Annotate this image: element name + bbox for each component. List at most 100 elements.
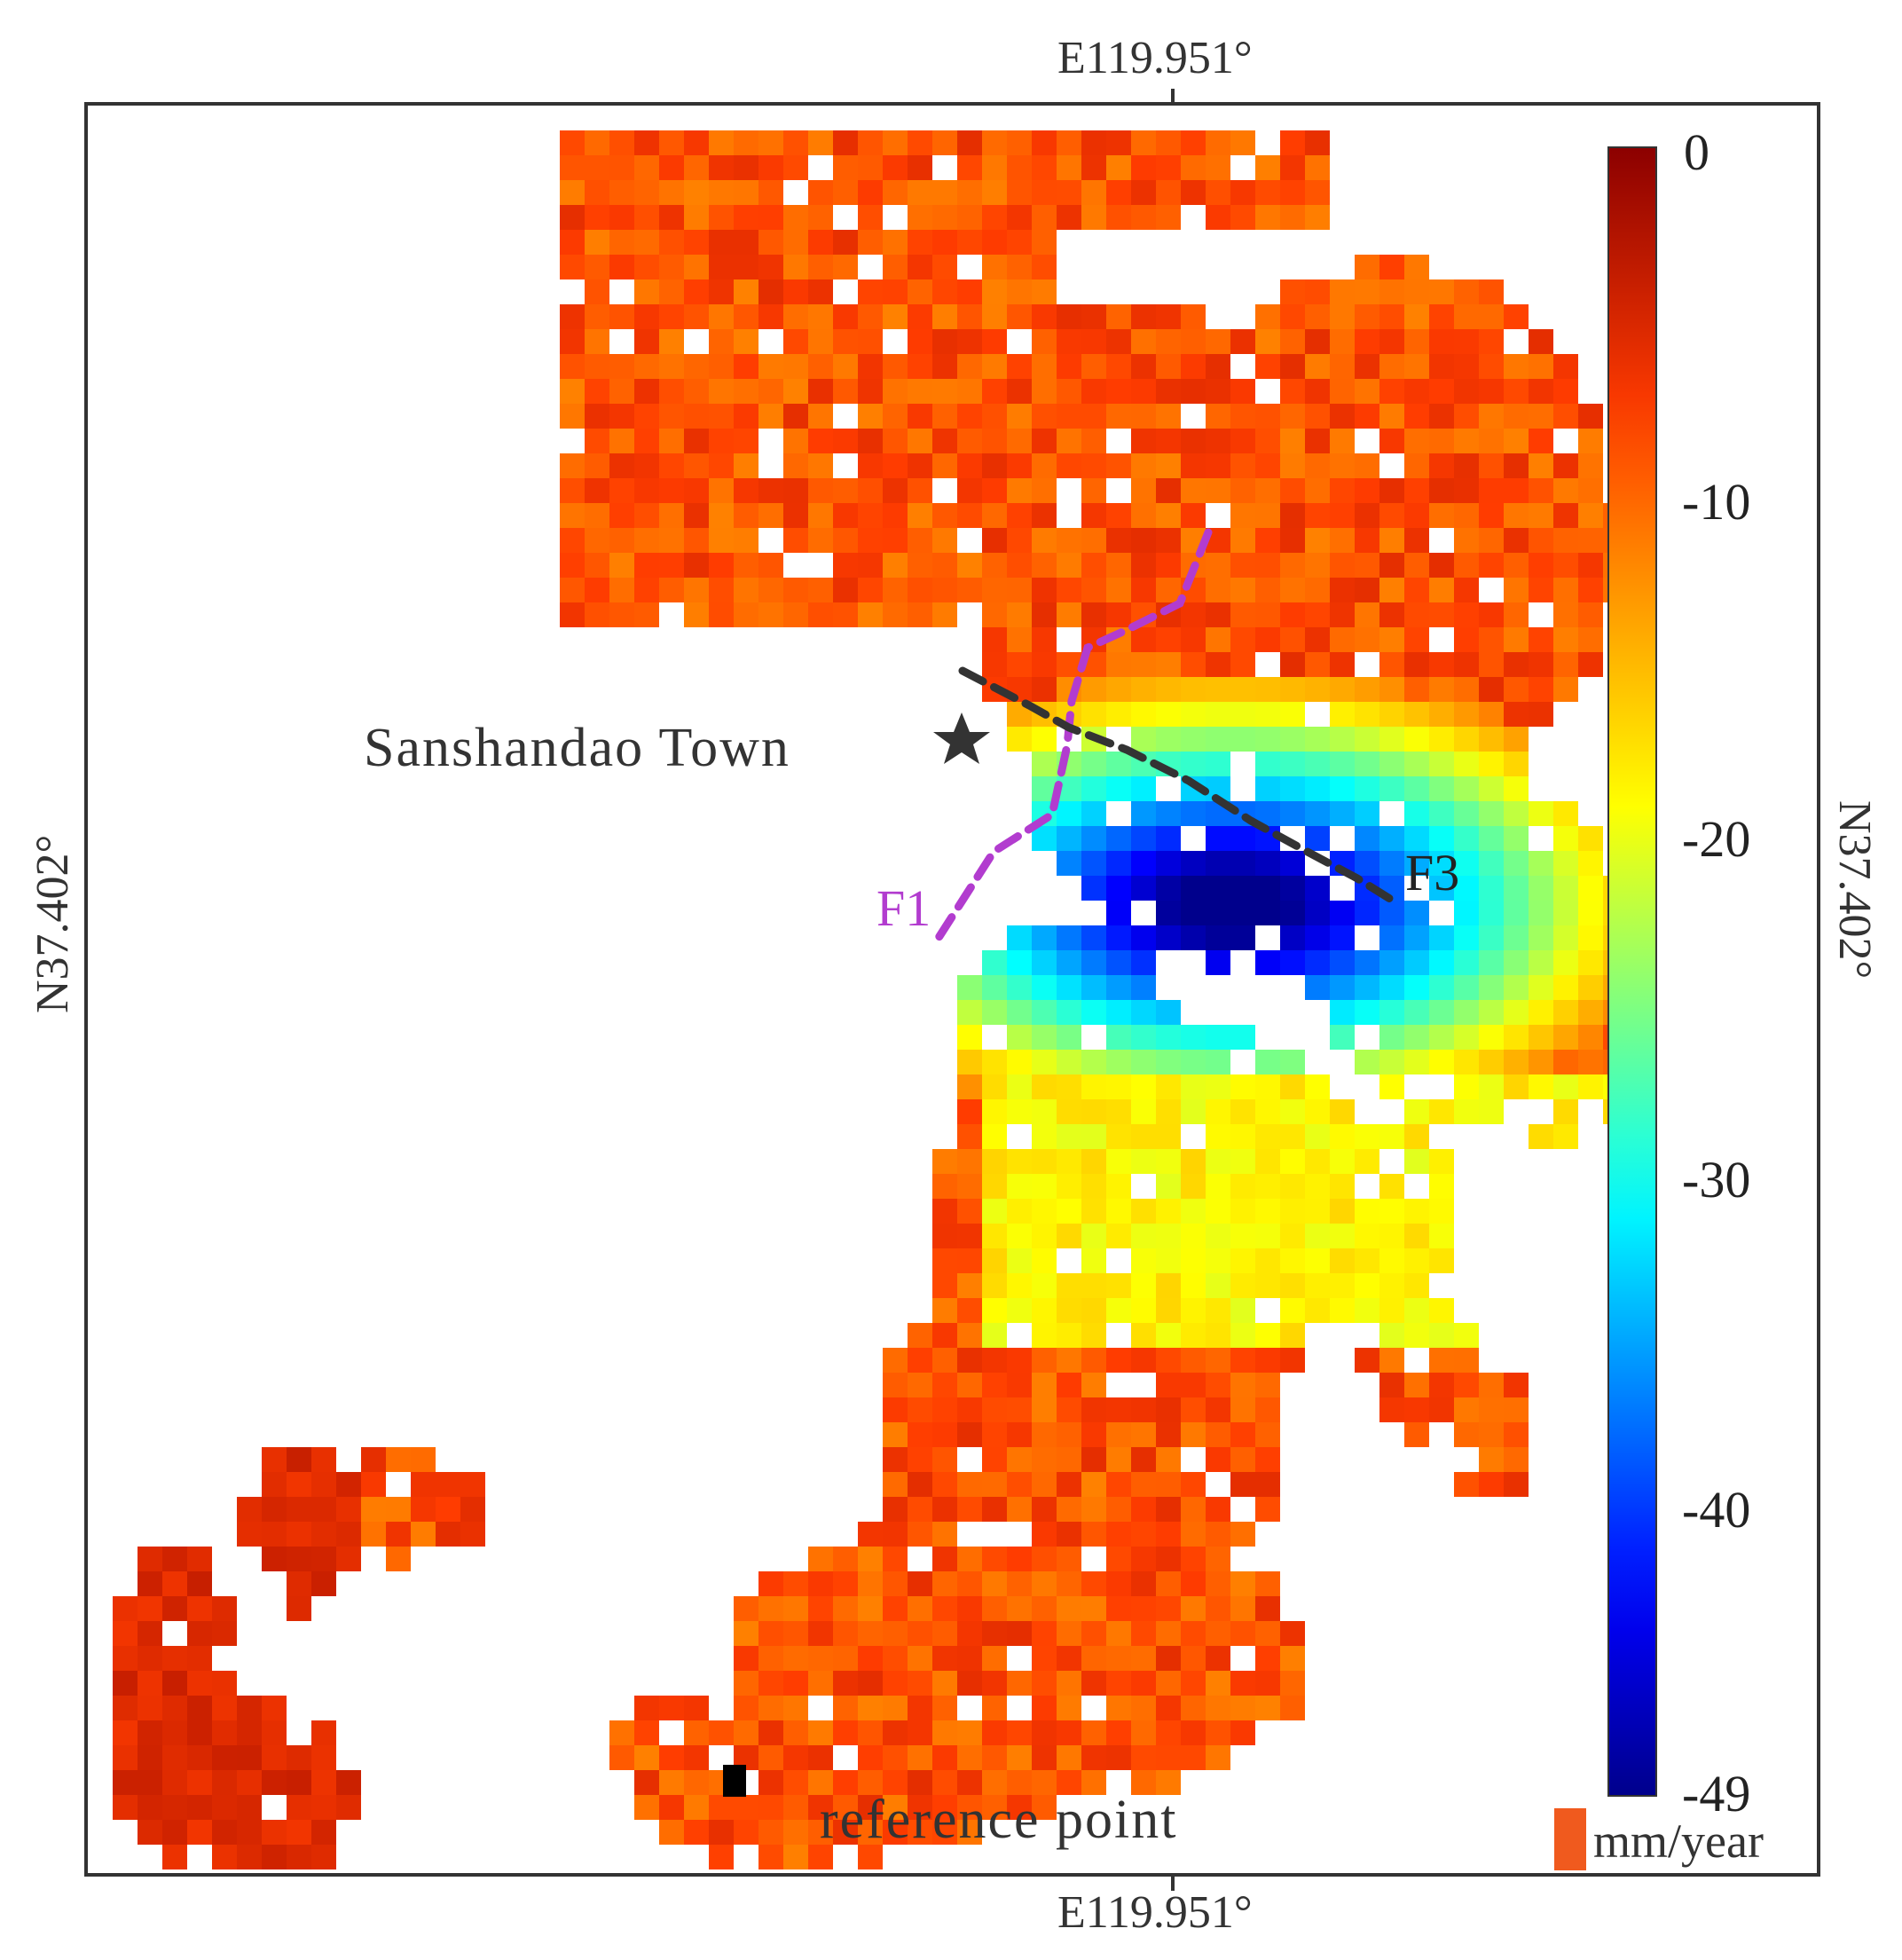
raster-cell xyxy=(1156,1472,1181,1497)
raster-cell xyxy=(585,379,609,404)
raster-cell xyxy=(758,279,783,304)
raster-cell xyxy=(1305,801,1330,826)
raster-cell xyxy=(1379,404,1404,429)
raster-cell xyxy=(932,1199,957,1224)
raster-cell xyxy=(908,1522,932,1547)
raster-cell xyxy=(1206,702,1230,727)
raster-cell xyxy=(634,354,659,379)
raster-cell xyxy=(1156,453,1181,478)
raster-cell xyxy=(1529,453,1553,478)
raster-cell xyxy=(1379,503,1404,528)
raster-cell xyxy=(709,553,734,578)
raster-cell xyxy=(1230,925,1255,950)
raster-cell xyxy=(734,1596,758,1621)
raster-cell xyxy=(609,404,634,429)
raster-cell xyxy=(113,1795,138,1820)
raster-cell xyxy=(1057,130,1081,155)
raster-cell xyxy=(311,1745,336,1770)
raster-cell xyxy=(1007,1000,1032,1025)
raster-cell xyxy=(858,1522,883,1547)
raster-cell xyxy=(1081,1248,1106,1273)
raster-cell xyxy=(1255,1373,1280,1397)
raster-cell xyxy=(1429,429,1454,453)
map-frame[interactable] xyxy=(84,102,1820,1877)
fault-f1-label: F1 xyxy=(876,879,931,937)
raster-cell xyxy=(932,429,957,453)
raster-cell xyxy=(1305,130,1330,155)
raster-cell xyxy=(1578,503,1603,528)
raster-cell xyxy=(311,1820,336,1845)
raster-cell xyxy=(1578,404,1603,429)
raster-cell xyxy=(833,1770,858,1795)
raster-cell xyxy=(1131,1074,1156,1099)
raster-cell xyxy=(1032,1472,1057,1497)
raster-cell xyxy=(858,1621,883,1646)
raster-cell xyxy=(908,230,932,255)
raster-cell xyxy=(1280,1248,1305,1273)
raster-cell xyxy=(1007,925,1032,950)
raster-cell xyxy=(1206,1422,1230,1447)
raster-cell xyxy=(1057,851,1081,876)
raster-cell xyxy=(783,130,808,155)
raster-cell xyxy=(758,1770,783,1795)
raster-cell xyxy=(1379,925,1404,950)
raster-cell xyxy=(709,329,734,354)
raster-cell xyxy=(634,130,659,155)
raster-cell xyxy=(1280,627,1305,652)
raster-cell xyxy=(1156,155,1181,180)
raster-cell xyxy=(1131,702,1156,727)
raster-cell xyxy=(1181,1199,1206,1224)
raster-cell xyxy=(1057,329,1081,354)
raster-cell xyxy=(1553,528,1578,553)
raster-cell xyxy=(957,180,982,205)
raster-cell xyxy=(560,478,585,503)
raster-cell xyxy=(1181,876,1206,901)
raster-cell xyxy=(1280,478,1305,503)
raster-cell xyxy=(1206,1149,1230,1174)
raster-cell xyxy=(1404,528,1429,553)
raster-cell xyxy=(1479,702,1504,727)
raster-cell xyxy=(1156,1621,1181,1646)
raster-cell xyxy=(1404,851,1429,876)
raster-cell xyxy=(932,404,957,429)
raster-cell xyxy=(957,975,982,1000)
raster-cell xyxy=(1007,429,1032,453)
raster-cell xyxy=(1255,1472,1280,1497)
raster-cell xyxy=(311,1497,336,1522)
raster-cell xyxy=(1181,1497,1206,1522)
raster-cell xyxy=(1181,776,1206,801)
raster-cell xyxy=(1305,627,1330,652)
raster-cell xyxy=(1156,1497,1181,1522)
raster-cell xyxy=(1454,1050,1479,1074)
raster-cell xyxy=(1057,1199,1081,1224)
raster-cell xyxy=(957,1074,982,1099)
raster-cell xyxy=(982,528,1007,553)
raster-cell xyxy=(1181,155,1206,180)
raster-cell xyxy=(287,1497,311,1522)
raster-cell xyxy=(1081,1422,1106,1447)
raster-cell xyxy=(908,503,932,528)
raster-cell xyxy=(609,453,634,478)
raster-cell xyxy=(957,1472,982,1497)
raster-cell xyxy=(932,1621,957,1646)
raster-cell xyxy=(1280,950,1305,975)
raster-cell xyxy=(858,1671,883,1696)
raster-cell xyxy=(957,1000,982,1025)
raster-cell xyxy=(1479,1472,1504,1497)
raster-cell xyxy=(1553,1050,1578,1074)
raster-cell xyxy=(1355,1149,1379,1174)
raster-cell xyxy=(1429,1025,1454,1050)
raster-cell xyxy=(1454,404,1479,429)
raster-cell xyxy=(932,279,957,304)
raster-cell xyxy=(1553,901,1578,925)
raster-cell xyxy=(808,1845,833,1869)
raster-cell xyxy=(1106,602,1131,627)
raster-cell xyxy=(1429,776,1454,801)
raster-cell xyxy=(833,1795,858,1820)
raster-cell xyxy=(1404,1397,1429,1422)
raster-cell xyxy=(1057,1373,1081,1397)
raster-cell xyxy=(560,205,585,230)
raster-cell xyxy=(585,155,609,180)
raster-cell xyxy=(932,1497,957,1522)
raster-cell xyxy=(1181,1646,1206,1671)
